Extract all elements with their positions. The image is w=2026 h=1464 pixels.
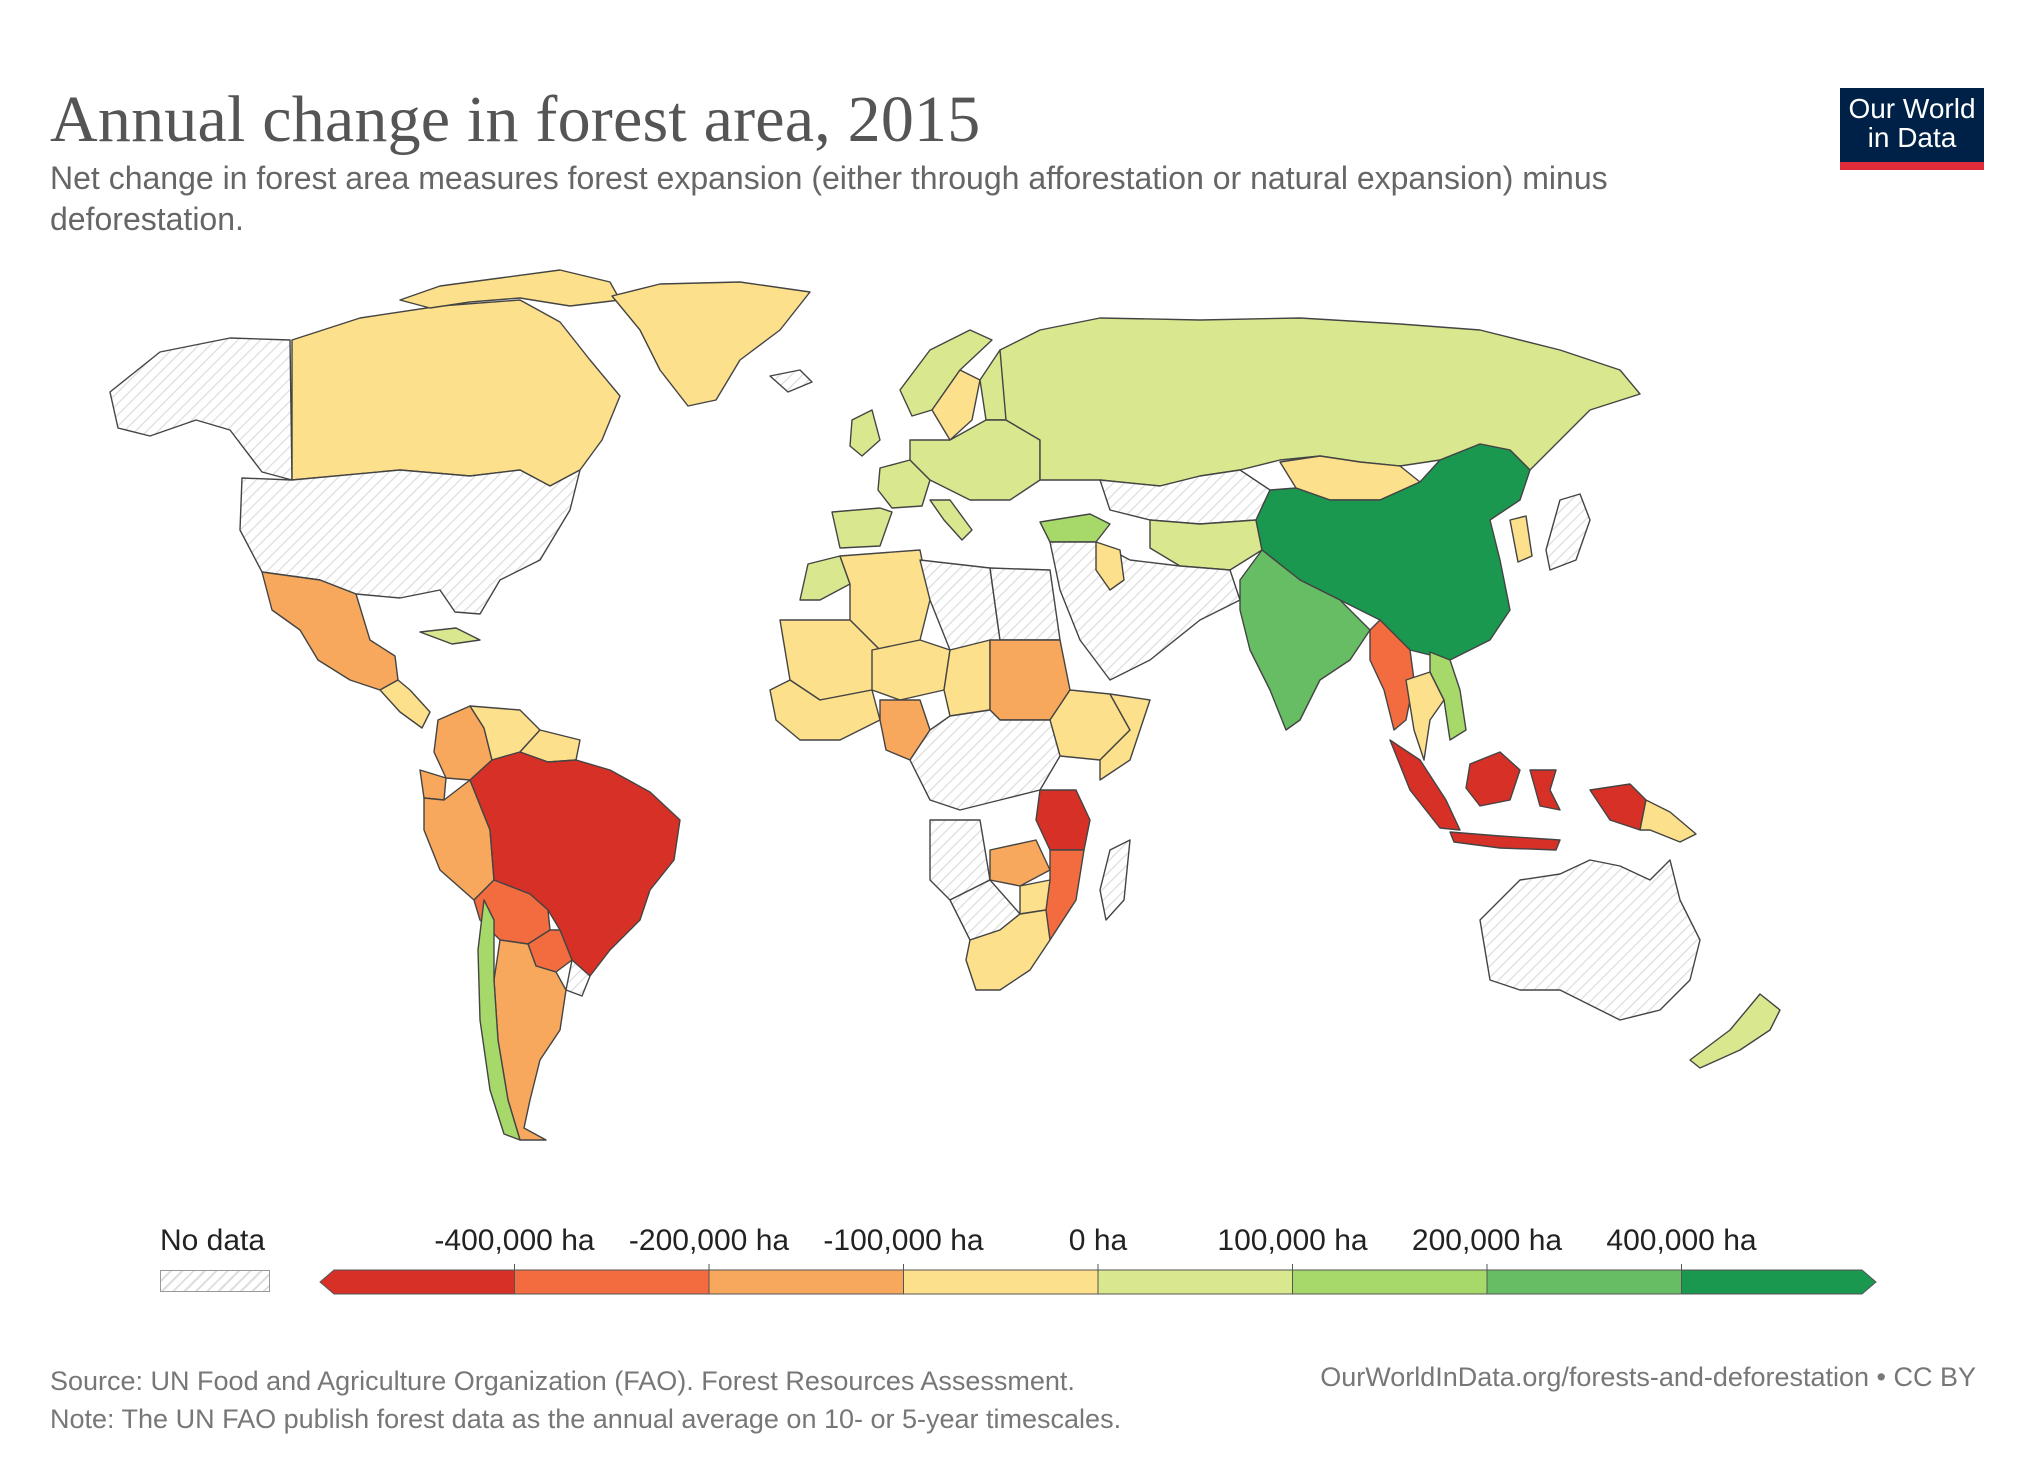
country-europe-central[interactable]	[909, 419, 1041, 501]
country-somalia[interactable]	[1099, 693, 1151, 781]
country-sweden[interactable]	[931, 369, 981, 441]
logo-line-1: Our World	[1848, 93, 1976, 124]
country-zambia[interactable]	[989, 839, 1051, 887]
country-iceland[interactable]	[769, 369, 813, 393]
legend-no-data-label: No data	[160, 1224, 266, 1257]
chart-title: Annual change in forest area, 2015	[50, 83, 981, 156]
country-korea[interactable]	[1509, 515, 1533, 563]
country-morocco[interactable]	[799, 555, 851, 601]
country-spain[interactable]	[831, 507, 893, 549]
country-indonesia-sulawesi[interactable]	[1529, 769, 1561, 811]
legend-tick-label-0: -400,000 ha	[434, 1224, 595, 1257]
country-turkey[interactable]	[1039, 513, 1111, 543]
legend-tick-label-1: -200,000 ha	[628, 1224, 790, 1257]
country-ecuador[interactable]	[419, 769, 447, 801]
chart-subtitle: Net change in forest area measures fores…	[50, 160, 1608, 237]
legend-tick-label-6: 400,000 ha	[1606, 1224, 1757, 1257]
footer-source: Source: UN Food and Agriculture Organiza…	[50, 1362, 1121, 1438]
country-central-africa[interactable]	[909, 709, 1061, 811]
country-vietnam[interactable]	[1429, 651, 1467, 741]
country-uruguay[interactable]	[565, 959, 591, 997]
country-central-asia[interactable]	[1149, 519, 1263, 571]
country-greenland[interactable]	[611, 281, 811, 407]
country-china[interactable]	[1255, 443, 1531, 661]
note-text: Note: The UN FAO publish forest data as …	[50, 1404, 1122, 1434]
country-united-kingdom[interactable]	[849, 409, 881, 457]
country-indonesia-papua[interactable]	[1589, 783, 1647, 831]
country-madagascar[interactable]	[1099, 839, 1131, 921]
legend-tick-label-5: 200,000 ha	[1411, 1224, 1563, 1257]
footer-url[interactable]: OurWorldInData.org/forests-and-deforesta…	[1320, 1362, 1976, 1392]
country-canada[interactable]	[291, 299, 621, 487]
country-india[interactable]	[1239, 549, 1371, 731]
country-iraq[interactable]	[1095, 541, 1125, 591]
source-text: Source: UN Food and Agriculture Organiza…	[50, 1366, 1075, 1396]
logo-line-2: in Data	[1867, 122, 1957, 153]
country-new-zealand[interactable]	[1689, 993, 1781, 1069]
country-indonesia-borneo[interactable]	[1465, 751, 1521, 807]
country-middle-east[interactable]	[1049, 541, 1241, 681]
legend-tick-label-3: 0 ha	[1068, 1224, 1128, 1257]
country-indonesia-java[interactable]	[1449, 831, 1561, 851]
country-cuba[interactable]	[419, 627, 481, 645]
country-indonesia-sumatra[interactable]	[1389, 739, 1461, 831]
country-tanzania[interactable]	[1035, 789, 1091, 851]
country-chad[interactable]	[943, 639, 991, 717]
legend-tick-label-4: 100,000 ha	[1217, 1224, 1368, 1257]
country-south-africa[interactable]	[965, 909, 1051, 991]
country-libya[interactable]	[919, 559, 1001, 651]
legend-tick-label-2: -100,000 ha	[823, 1224, 984, 1257]
country-japan[interactable]	[1545, 493, 1591, 571]
country-papua-new-guinea[interactable]	[1639, 799, 1697, 843]
country-australia[interactable]	[1479, 859, 1701, 1021]
country-central-america[interactable]	[379, 679, 431, 729]
country-niger[interactable]	[871, 639, 951, 701]
country-chile[interactable]	[477, 899, 521, 1141]
country-alaska[interactable]	[109, 337, 293, 481]
owid-logo[interactable]: Our World in Data	[1840, 88, 1984, 170]
country-italy[interactable]	[929, 499, 973, 541]
country-myanmar[interactable]	[1369, 619, 1415, 731]
country-zimbabwe[interactable]	[1019, 879, 1051, 915]
country-norway[interactable]	[899, 329, 993, 417]
country-egypt[interactable]	[989, 567, 1061, 641]
legend-no-data-swatch	[160, 1270, 270, 1292]
